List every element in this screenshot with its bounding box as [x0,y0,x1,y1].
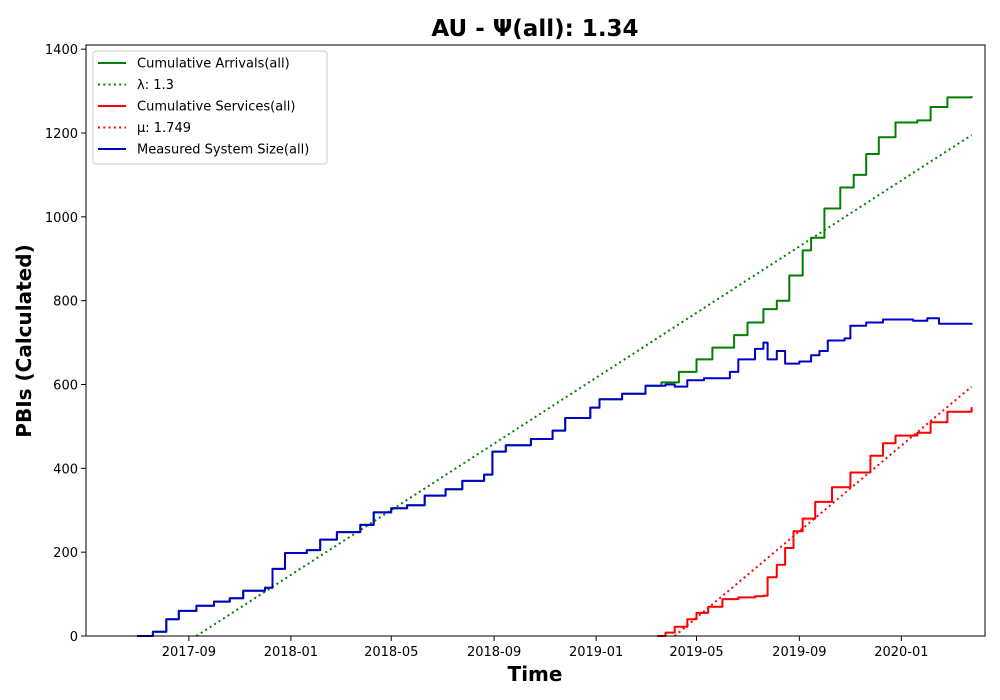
x-axis-ticks: 2017-09 2018-01 2018-05 2018-09 2019-01 2019-… [162,636,929,660]
y-tick-label: 1200 [45,127,78,142]
x-tick-label: 2018-01 [264,645,318,660]
legend-label-cumulative-arrivals-all: Cumulative Arrivals(all) [137,57,290,72]
legend-label-measured-system-size-all: Measured System Size(all) [137,143,309,158]
y-axis-ticks: 0 200 400 600 800 1000 1200 1400 [45,43,86,645]
series-line-cumulative-services-all [657,407,973,637]
y-tick-label: 800 [53,295,78,310]
y-tick-label: 0 [70,630,78,645]
plot-frame [85,44,986,637]
y-tick-label: 200 [53,546,78,561]
x-tick-label: 2017-09 [162,645,216,660]
x-tick-label: 2020-01 [874,645,928,660]
x-axis-label: Time [508,662,563,686]
legend-label-1-749: μ: 1.749 [137,121,191,136]
series-line-1-3 [195,134,973,637]
x-tick-label: 2019-09 [772,645,826,660]
series-line-cumulative-arrivals-all [137,96,973,637]
y-tick-label: 1400 [45,43,78,58]
series-line-1-749 [674,385,973,637]
series-layer [137,96,973,637]
chart-title: AU - Ψ(all): 1.34 [431,16,638,42]
x-tick-label: 2018-09 [467,645,521,660]
legend-label-cumulative-services-all: Cumulative Services(all) [137,100,295,115]
x-tick-label: 2018-05 [364,645,418,660]
series-line-measured-system-size-all [137,317,973,637]
x-tick-label: 2019-01 [569,645,623,660]
legend: Cumulative Arrivals(all) λ: 1.3 Cumulative… [92,50,328,165]
legend-box [92,50,328,165]
x-tick-label: 2019-05 [669,645,723,660]
legend-label-1-3: λ: 1.3 [137,78,174,93]
y-tick-label: 400 [53,462,78,477]
y-axis-label: PBIs (Calculated) [12,244,36,437]
y-tick-label: 1000 [45,211,78,226]
y-tick-label: 600 [53,379,78,394]
